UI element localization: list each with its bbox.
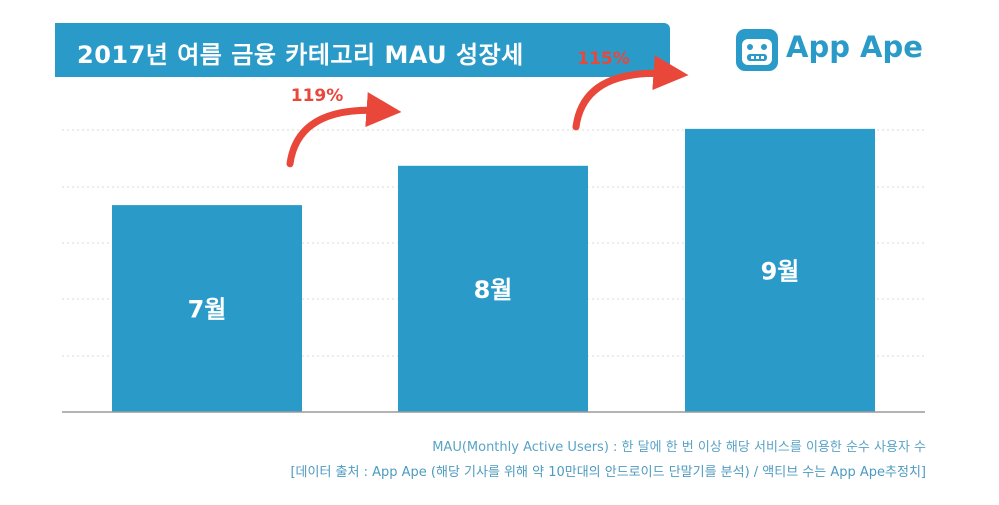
growth-annotations: 119% 115% [286, 49, 689, 168]
growth-arrow [572, 55, 689, 131]
category-labels: 7월 8월 9월 [188, 257, 800, 323]
chart-title: 2017년 여름 금융 카테고리 MAU 성장세 [77, 41, 524, 69]
growth-rate-label: 119% [291, 86, 344, 106]
data-source-note: [데이터 출처 : App Ape (해당 기사를 위해 약 10만대의 안드로… [290, 465, 926, 480]
category-label: 8월 [474, 276, 513, 304]
category-label: 9월 [761, 257, 800, 285]
bar [112, 205, 302, 412]
brand-name: App Ape [786, 30, 923, 64]
category-label: 7월 [188, 296, 227, 324]
bar [685, 128, 875, 413]
ape-face-icon [736, 29, 778, 71]
mau-definition-note: MAU(Monthly Active Users) : 한 달에 한 번 이상 … [432, 440, 926, 455]
bar [398, 165, 588, 412]
title-banner: 2017년 여름 금융 카테고리 MAU 성장세 [55, 23, 670, 77]
growth-rate-label: 115% [577, 49, 630, 69]
bars [112, 128, 875, 413]
growth-arrow [286, 92, 402, 168]
